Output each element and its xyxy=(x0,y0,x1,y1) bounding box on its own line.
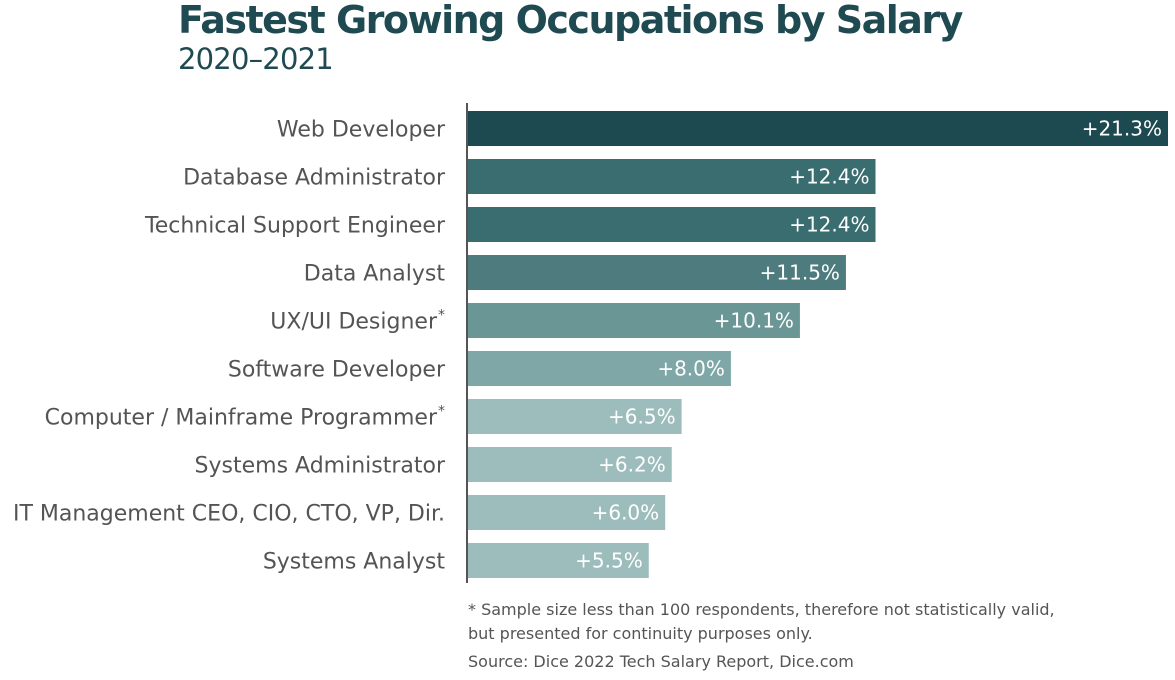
category-label-4: Data Analyst xyxy=(304,262,446,287)
value-label-2: +12.4% xyxy=(789,165,869,189)
value-label-3: +12.4% xyxy=(789,213,869,237)
source-note: Source: Dice 2022 Tech Salary Report, Di… xyxy=(468,652,854,671)
chart-subtitle: 2020–2021 xyxy=(178,42,334,76)
bar-10 xyxy=(468,543,649,578)
bar-6 xyxy=(468,351,731,386)
category-label-3: Technical Support Engineer xyxy=(144,214,446,239)
value-label-5: +10.1% xyxy=(714,309,794,333)
bar-3 xyxy=(468,207,876,242)
category-label-8: Systems Administrator xyxy=(195,454,446,479)
value-label-7: +6.5% xyxy=(608,405,676,429)
value-label-1: +21.3% xyxy=(1082,117,1162,141)
bar-1 xyxy=(468,111,1168,146)
value-label-8: +6.2% xyxy=(598,453,666,477)
bar-9 xyxy=(468,495,666,530)
category-label-6: Software Developer xyxy=(228,358,446,383)
category-label-7: Computer / Mainframe Programmer xyxy=(45,406,438,431)
category-label-9: IT Management CEO, CIO, CTO, VP, Dir. xyxy=(13,502,445,527)
asterisk-mark-7: * xyxy=(438,404,445,420)
value-label-4: +11.5% xyxy=(760,261,840,285)
bar-4 xyxy=(468,255,846,290)
footnote-line-1: * Sample size less than 100 respondents,… xyxy=(468,600,1055,619)
value-label-10: +5.5% xyxy=(575,549,643,573)
bar-2 xyxy=(468,159,876,194)
category-label-2: Database Administrator xyxy=(183,166,446,191)
category-label-5: UX/UI Designer xyxy=(270,310,438,335)
asterisk-mark-5: * xyxy=(438,308,445,324)
value-label-6: +8.0% xyxy=(657,357,725,381)
bar-8 xyxy=(468,447,672,482)
bar-7 xyxy=(468,399,682,434)
chart-title: Fastest Growing Occupations by Salary xyxy=(178,0,963,42)
bar-5 xyxy=(468,303,800,338)
category-label-10: Systems Analyst xyxy=(263,550,446,575)
value-label-9: +6.0% xyxy=(592,501,660,525)
footnote-line-2: but presented for continuity purposes on… xyxy=(468,624,813,643)
category-label-1: Web Developer xyxy=(277,118,446,143)
